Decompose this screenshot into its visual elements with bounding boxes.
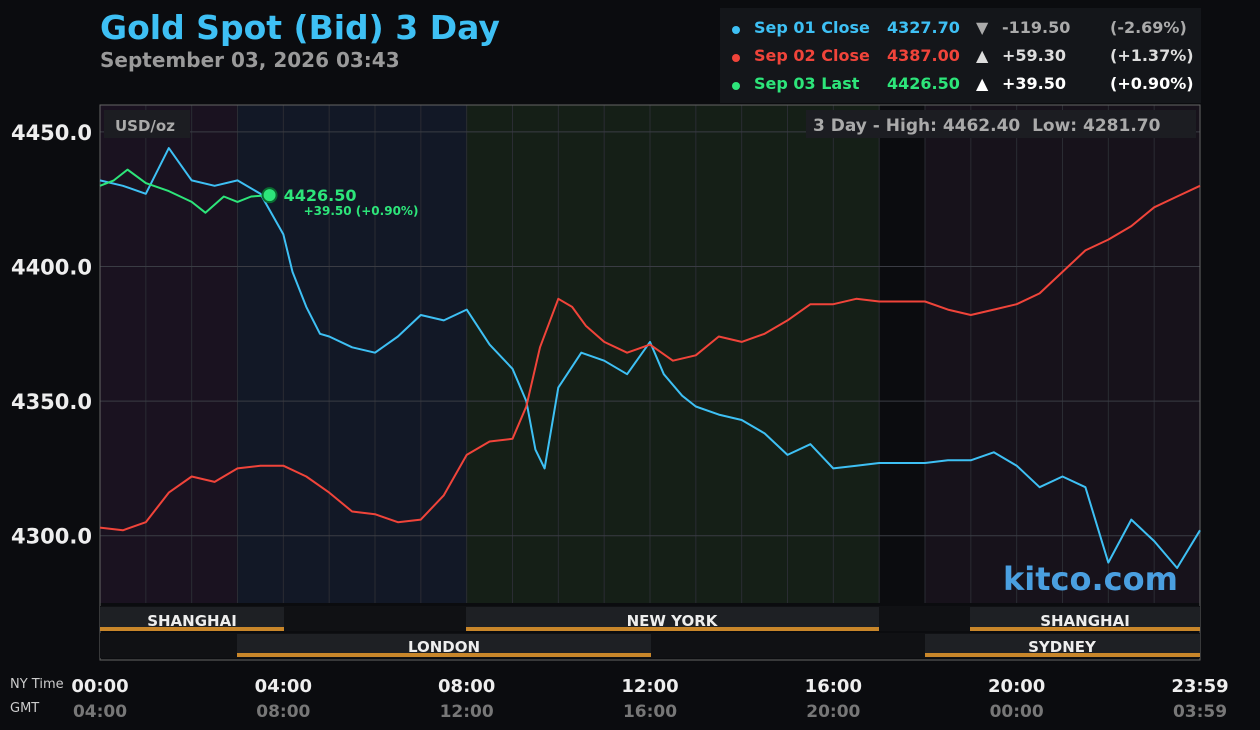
y-tick-label: 4300.0 xyxy=(11,525,92,549)
session-shanghai-1: SHANGHAI xyxy=(100,607,284,631)
x-tick-ny: 23:59 xyxy=(1171,676,1228,697)
gmt-label: GMT xyxy=(10,701,39,716)
x-axis: 00:00 04:00 04:00 08:00 08:00 12:00 12:00 16:00… xyxy=(71,676,1228,722)
range-box xyxy=(806,110,1196,138)
legend-pct: (+0.90%) xyxy=(1110,74,1194,93)
series-lines xyxy=(99,147,1201,569)
session-label: SHANGHAI xyxy=(1040,612,1130,630)
band-london xyxy=(237,105,466,603)
up-arrow-icon: ▲ xyxy=(976,46,989,65)
y-axis: 4300.0 4350.0 4400.0 4450.0 xyxy=(11,121,92,549)
session-newyork: NEW YORK xyxy=(466,607,879,631)
legend-dot-sep03 xyxy=(732,82,740,90)
legend-change: +59.30 xyxy=(1002,46,1067,65)
series-line-2 xyxy=(99,184,1201,532)
session-label: LONDON xyxy=(408,638,480,656)
last-price-marker: 4426.50+39.50 (+0.90%) xyxy=(261,186,419,218)
legend-pct: (+1.37%) xyxy=(1110,46,1194,65)
last-price-value: 4426.50 xyxy=(284,186,357,205)
band-closed xyxy=(879,105,925,603)
x-tick-gmt: 16:00 xyxy=(623,702,677,722)
x-tick-ny: 16:00 xyxy=(805,676,862,697)
range-text: 3 Day - High: 4462.40 Low: 4281.70 xyxy=(813,116,1161,136)
chart-title: Gold Spot (Bid) 3 Day xyxy=(100,8,500,47)
plot-frame xyxy=(99,104,1201,661)
y-tick-label: 4400.0 xyxy=(11,256,92,280)
legend-value: 4426.50 xyxy=(887,74,960,93)
unit-label: USD/oz xyxy=(115,117,175,135)
legend-label: Sep 01 Close xyxy=(754,18,870,37)
session-shanghai-2: SHANGHAI xyxy=(970,607,1200,631)
ny-time-label: NY Time xyxy=(10,677,64,692)
series-line-1 xyxy=(99,147,1201,569)
up-arrow-icon: ▲ xyxy=(976,74,989,93)
session-label: SYDNEY xyxy=(1028,638,1097,656)
x-tick-ny: 04:00 xyxy=(255,676,312,697)
legend: Sep 01 Close 4327.70 ▼ -119.50 (-2.69%) … xyxy=(720,8,1201,103)
session-label: SHANGHAI xyxy=(147,612,237,630)
legend-label: Sep 02 Close xyxy=(754,46,870,65)
x-tick-gmt: 03:59 xyxy=(1173,702,1227,722)
x-tick-ny: 12:00 xyxy=(621,676,678,697)
unit-label-bg xyxy=(104,110,190,138)
band-newyork xyxy=(466,105,879,603)
watermark: kitco.com xyxy=(1003,560,1178,598)
x-tick-gmt: 00:00 xyxy=(990,702,1044,722)
x-tick-gmt: 20:00 xyxy=(806,702,860,722)
x-tick-gmt: 04:00 xyxy=(73,702,127,722)
x-tick-ny: 00:00 xyxy=(71,676,128,697)
chart-subtitle: September 03, 2026 03:43 xyxy=(100,48,400,72)
legend-dot-sep01 xyxy=(732,26,740,34)
last-price-change: +39.50 (+0.90%) xyxy=(304,204,419,218)
y-tick-label: 4350.0 xyxy=(11,390,92,414)
legend-value: 4327.70 xyxy=(887,18,960,37)
last-price-dot xyxy=(261,187,278,204)
session-label: NEW YORK xyxy=(627,612,719,630)
series-line-3 xyxy=(99,168,270,214)
legend-value: 4387.00 xyxy=(887,46,960,65)
x-tick-gmt: 12:00 xyxy=(440,702,494,722)
legend-change: -119.50 xyxy=(1002,18,1071,37)
session-sydney: SYDNEY xyxy=(925,634,1200,657)
legend-label: Sep 03 Last xyxy=(754,74,860,93)
session-london: LONDON xyxy=(237,634,651,657)
down-arrow-icon: ▼ xyxy=(976,18,989,37)
x-tick-ny: 20:00 xyxy=(988,676,1045,697)
x-tick-ny: 08:00 xyxy=(438,676,495,697)
legend-change: +39.50 xyxy=(1002,74,1067,93)
legend-dot-sep02 xyxy=(732,54,740,62)
legend-pct: (-2.69%) xyxy=(1110,18,1187,37)
y-tick-label: 4450.0 xyxy=(11,121,92,145)
x-tick-gmt: 08:00 xyxy=(256,702,310,722)
band-shanghai xyxy=(100,105,237,603)
